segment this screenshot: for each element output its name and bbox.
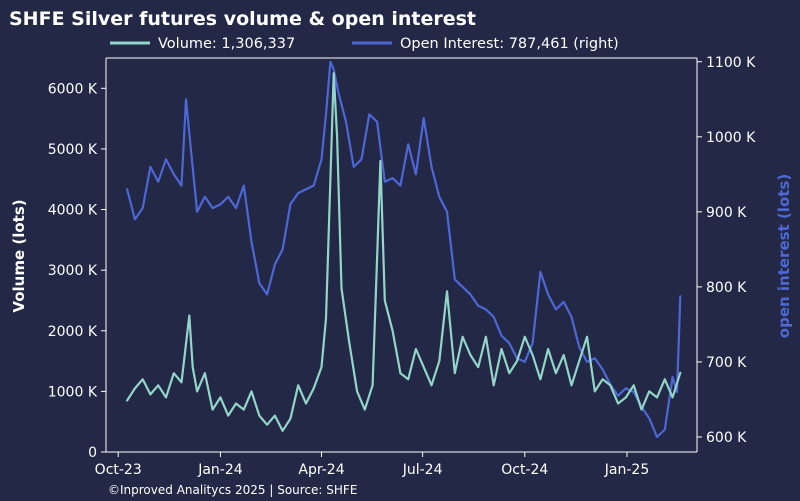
y-right-tick-label: 1100 K [706, 55, 756, 71]
y-left-tick-label: 2000 K [48, 324, 98, 340]
y-right-tick-label: 700 K [706, 355, 747, 371]
chart-title: SHFE Silver futures volume & open intere… [9, 8, 476, 30]
y-axis-label-left: Volume (lots) [10, 199, 28, 312]
plot-area: 0 1000 K 2000 K 3000 K 4000 K 5000 K 6000 K 60… [48, 55, 756, 478]
legend-label-volume: Volume: 1,306,337 [158, 36, 295, 52]
right-axis-ticks: 600 K 700 K 800 K 900 K 1000 K 1100 K [697, 55, 756, 446]
x-tick-label: Apr-24 [298, 462, 344, 478]
x-tick-label: Jul-24 [402, 462, 443, 478]
legend-label-open-interest: Open Interest: 787,461 (right) [400, 36, 619, 52]
x-tick-label: Jan-25 [604, 462, 649, 478]
y-left-tick-label: 4000 K [48, 203, 98, 219]
y-axis-label-right: open interest (lots) [775, 174, 793, 338]
y-left-tick-label: 5000 K [48, 142, 98, 158]
y-right-tick-label: 1000 K [706, 130, 756, 146]
open-interest-series-line [125, 60, 682, 439]
y-left-tick-label: 3000 K [48, 263, 98, 279]
y-right-tick-label: 800 K [706, 280, 747, 296]
legend: Volume: 1,306,337 Open Interest: 787,461… [110, 36, 619, 52]
x-tick-label: Jan-24 [197, 462, 243, 478]
y-right-tick-label: 900 K [706, 205, 747, 221]
y-left-tick-label: 0 [88, 445, 97, 461]
x-tick-label: Oct-24 [501, 462, 548, 478]
x-axis-ticks: Oct-23 Jan-24 Apr-24 Jul-24 Oct-24 Jan-25 [95, 452, 649, 478]
left-axis-ticks: 0 1000 K 2000 K 3000 K 4000 K 5000 K 6000 K [48, 81, 106, 461]
source-footer: ©Inproved Analitycs 2025 | Source: SHFE [108, 483, 357, 497]
x-tick-label: Oct-23 [95, 462, 142, 478]
series-layer [125, 60, 682, 439]
y-left-tick-label: 1000 K [48, 384, 98, 400]
volume-series-line [125, 72, 682, 432]
y-right-tick-label: 600 K [706, 430, 747, 446]
y-left-tick-label: 6000 K [48, 81, 98, 97]
